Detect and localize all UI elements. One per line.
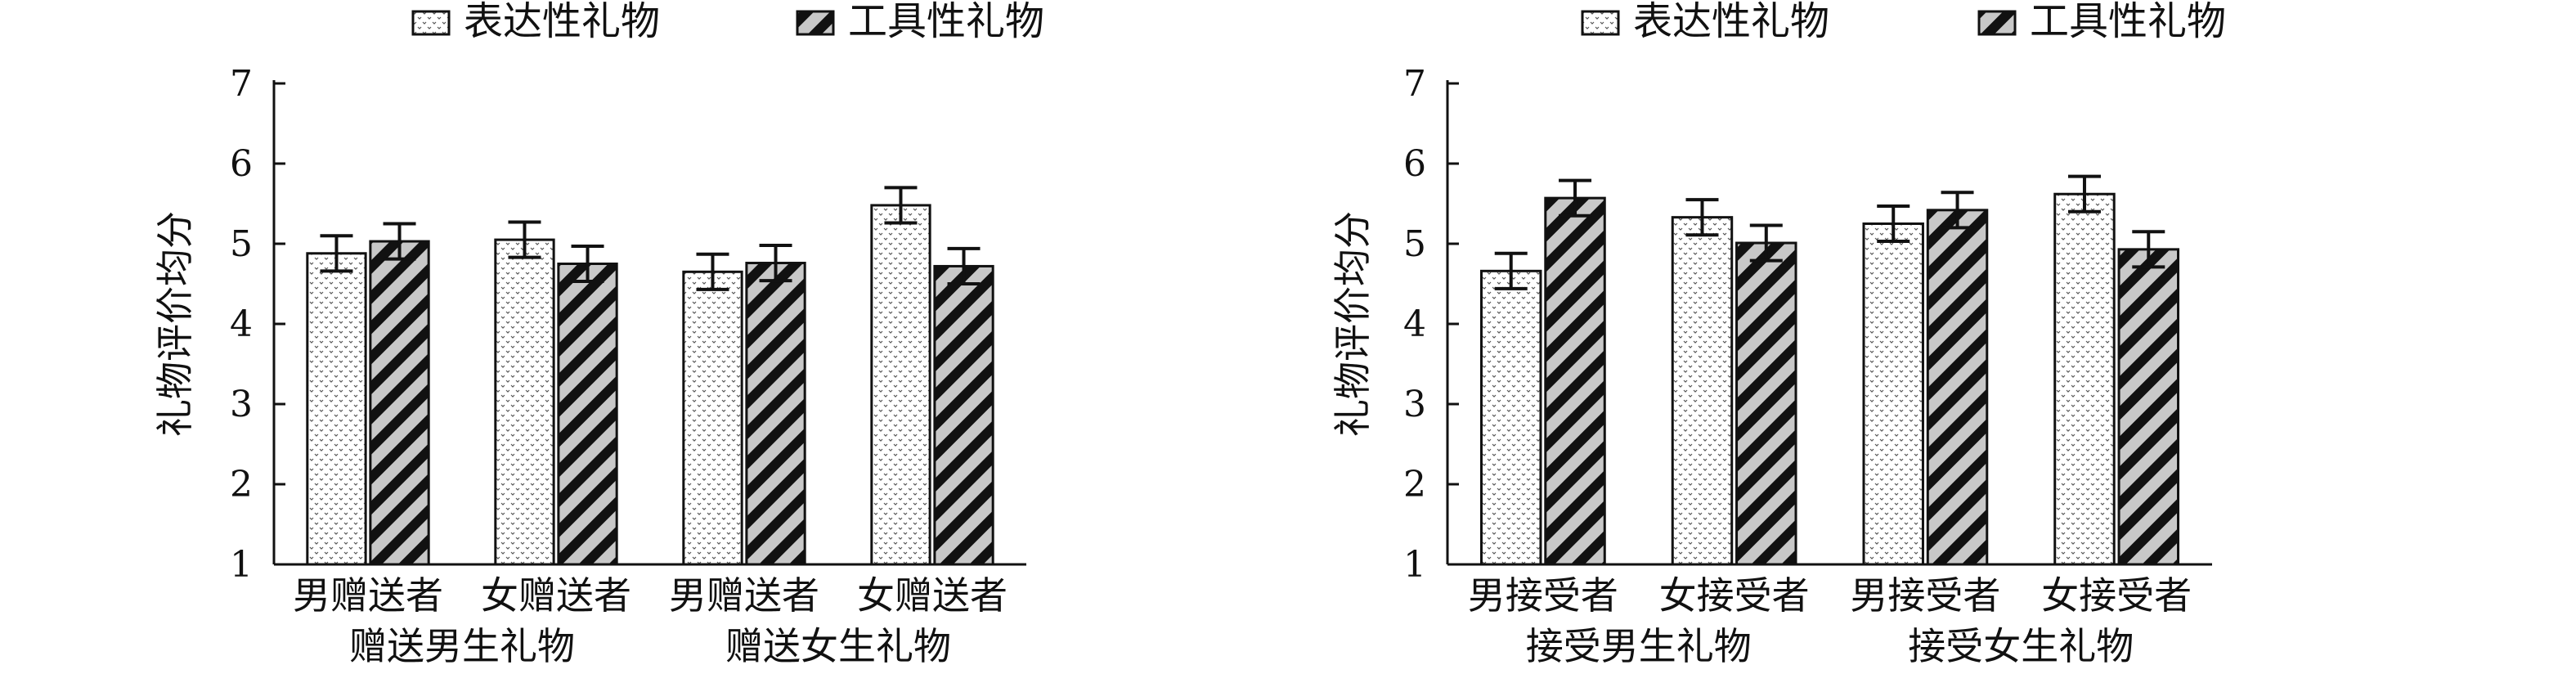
x-category-label-1: 男接受者 [1468,573,1618,618]
x-category-label-2: 女赠送者 [481,573,631,618]
error-bar-1-1 [1494,251,1528,290]
x-group-label-2: 赠送女生礼物 [725,624,951,668]
bar-instrumental-4 [2117,248,2180,566]
y-tick-label: 6 [1403,143,1426,185]
y-tick-label: 5 [230,223,253,265]
y-tick-label: 7 [1403,63,1426,105]
y-tick-label: 6 [230,143,253,185]
x-category-label-4: 女赠送者 [857,573,1008,618]
bar-expressive-1 [306,252,367,566]
bar-expressive-1 [1479,269,1542,566]
bar-expressive-4 [870,204,931,566]
legend-label-2: 工具性礼物 [848,0,1044,44]
legend-swatch-1 [411,10,451,36]
y-tick-label: 2 [1403,464,1426,506]
y-tick-label: 1 [1403,544,1426,586]
error-bar-1-4 [2067,174,2101,213]
legend-label-1: 表达性礼物 [464,0,660,44]
y-tick-label: 2 [230,464,253,506]
error-bar-2-3 [1941,191,1974,230]
x-category-label-3: 男赠送者 [669,573,819,618]
y-axis-title: 礼物评价均分 [1331,211,1375,437]
x-group-label-1: 赠送男生礼物 [349,624,575,668]
x-group-label-1: 接受男生礼物 [1526,624,1752,668]
x-category-label-2: 女接受者 [1659,573,1810,618]
legend: 表达性礼物 工具性礼物 [411,0,1044,44]
bar-instrumental-2 [1735,241,1797,566]
bar-instrumental-4 [933,264,994,566]
error-bar-1-1 [320,234,353,273]
legend-swatch-1 [1581,10,1620,36]
error-bar-1-3 [1877,204,1910,244]
error-bar-2-3 [759,243,792,283]
error-bar-2-4 [947,246,981,285]
error-bar-1-3 [696,252,729,291]
bar-instrumental-3 [745,262,806,566]
bar-instrumental-3 [1926,209,1989,566]
y-tick-label: 7 [230,63,253,105]
x-category-label-4: 女接受者 [2041,573,2192,618]
error-bar-1-2 [1685,198,1719,237]
x-category-label-1: 男赠送者 [293,573,443,618]
error-bar-2-2 [571,244,604,284]
y-tick-label: 1 [230,544,253,586]
bar-expressive-2 [1671,216,1734,566]
y-tick-label: 4 [1403,303,1426,345]
error-bar-2-2 [1749,223,1783,263]
legend-label-2: 工具性礼物 [2030,0,2226,44]
y-tick-label: 3 [230,384,253,425]
bar-expressive-3 [682,270,743,566]
y-tick-label: 3 [1403,384,1426,425]
error-bar-2-1 [383,222,416,261]
x-category-label-3: 男接受者 [1850,573,2000,618]
y-axis-title: 礼物评价均分 [153,211,197,437]
bar-expressive-2 [494,238,555,566]
x-group-label-2: 接受女生礼物 [1908,624,2134,668]
bar-expressive-3 [1862,222,1924,566]
y-tick-label: 5 [1403,223,1426,265]
error-bar-2-1 [1559,178,1592,218]
error-bar-1-4 [884,186,918,225]
bar-expressive-4 [2053,192,2116,566]
legend-label-1: 表达性礼物 [1633,0,1829,44]
error-bar-2-4 [2132,230,2165,269]
legend-swatch-2 [1977,10,2017,36]
legend: 表达性礼物 工具性礼物 [1581,0,2226,44]
bar-instrumental-1 [1544,196,1606,566]
error-bar-1-2 [508,220,541,259]
bar-instrumental-1 [369,240,430,566]
bar-instrumental-2 [557,263,618,566]
legend-swatch-2 [796,10,835,36]
y-tick-label: 4 [230,303,253,345]
